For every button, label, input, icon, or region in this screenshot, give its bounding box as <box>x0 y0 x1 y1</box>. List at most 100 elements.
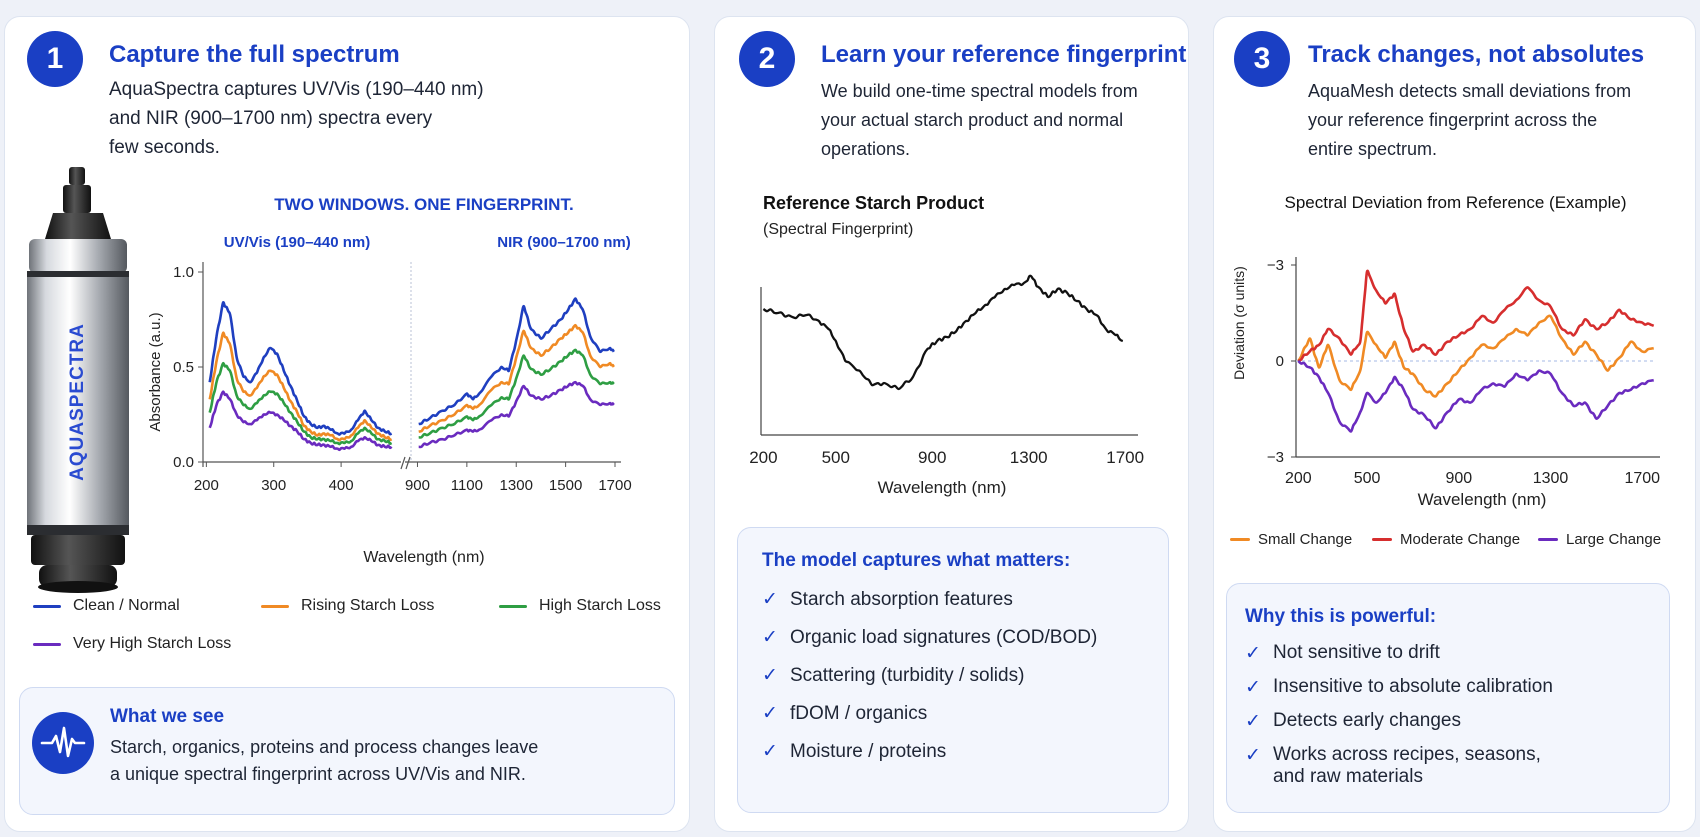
step-description: AquaSpectra captures UV/Vis (190–440 nm)… <box>109 79 484 158</box>
chart-title: TWO WINDOWS. ONE FINGERPRINT. <box>274 195 573 214</box>
legend-swatch <box>1230 538 1250 541</box>
x-tick-label: 500 <box>822 448 850 467</box>
checkmark-icon: ✓ <box>762 703 778 724</box>
check-item-label: Moisture / proteins <box>790 741 947 762</box>
legend-very-high-starch-loss: Very High Starch Loss <box>33 635 231 653</box>
y-tick-label: 0 <box>1276 353 1284 370</box>
series-line-very-high-starch-loss <box>418 380 615 449</box>
y-tick-label: 1.0 <box>173 264 194 281</box>
legend-high-starch-loss: High Starch Loss <box>499 597 661 615</box>
x-tick-label: 1100 <box>451 477 483 494</box>
x-tick-label: 1700 <box>598 477 631 494</box>
legend-moderate-change: Moderate Change <box>1372 531 1520 548</box>
what-we-see-box: What we see Starch, organics, proteins a… <box>19 687 675 815</box>
step-number-badge: 1 <box>27 31 83 87</box>
series-line-clean-normal <box>418 297 615 426</box>
step-description: AquaMesh detects small deviations from y… <box>1308 81 1632 159</box>
step-number-badge: 3 <box>1234 31 1290 87</box>
checkmark-icon: ✓ <box>762 665 778 686</box>
step-title: Capture the full spectrum <box>109 41 400 68</box>
box-title: The model captures what matters: <box>762 550 1071 571</box>
legend-swatch <box>1372 538 1392 541</box>
model-features-list: ✓ Starch absorption features ✓ Organic load… <box>762 588 1097 778</box>
info-text: Starch, organics, proteins and process c… <box>110 737 539 784</box>
legend-label: Large Change <box>1566 531 1662 548</box>
legend-clean-normal: Clean / Normal <box>33 597 180 615</box>
legend-swatch <box>499 604 527 608</box>
checkmark-icon: ✓ <box>1245 677 1261 698</box>
legend-swatch <box>1538 538 1558 541</box>
legend-label: Small Change <box>1258 531 1353 548</box>
check-item-label: Scattering (turbidity / solids) <box>790 665 1025 686</box>
legend-rising-starch-loss: Rising Starch Loss <box>261 597 434 615</box>
legend-label: Moderate Change <box>1400 531 1521 548</box>
x-axis-label: Wavelength (nm) <box>878 478 1007 497</box>
checkmark-icon: ✓ <box>762 589 778 610</box>
waveform-icon <box>32 712 94 774</box>
x-tick-label: 200 <box>194 477 219 494</box>
check-item-label: Detects early changes <box>1273 710 1461 731</box>
reference-fingerprint-chart: 200 500 900 1300 1700 Wavelength (nm) <box>749 274 1144 497</box>
why-powerful-box: Why this is powerful: ✓ Not sensitive to … <box>1226 583 1670 813</box>
check-item-label: Not sensitive to drift <box>1273 642 1440 663</box>
check-list-item: ✓ Not sensitive to drift <box>1245 642 1553 665</box>
uvvis-nir-chart: TWO WINDOWS. ONE FINGERPRINT. UV/Vis (19… <box>147 195 632 566</box>
legend-swatch <box>33 642 61 646</box>
axis-break-mark <box>400 456 411 470</box>
series-line-rising-starch-loss <box>418 323 615 433</box>
x-tick-label: 900 <box>918 448 946 467</box>
x-tick-label: 400 <box>329 477 354 494</box>
check-list-item: ✓ fDOM / organics <box>762 702 1097 725</box>
series-line-clean-normal <box>208 301 393 436</box>
panel-capture-spectrum: 1 Capture the full spectrum AquaSpectra … <box>4 16 690 832</box>
panel-reference-fingerprint: 2 Learn your reference fingerprint We bu… <box>714 16 1189 832</box>
x-tick-label: 1300 <box>500 477 533 494</box>
step-number-badge: 2 <box>739 31 795 87</box>
legend-label: High Starch Loss <box>539 597 661 614</box>
check-list-item: ✓ Starch absorption features <box>762 588 1097 611</box>
x-tick-label: 1300 <box>1533 470 1569 487</box>
legend-label: Rising Starch Loss <box>301 597 435 614</box>
x-tick-label: 900 <box>405 477 430 494</box>
x-tick-label: 900 <box>1445 470 1472 487</box>
legend-large-change: Large Change <box>1538 531 1661 548</box>
reference-chart-subtitle: (Spectral Fingerprint) <box>763 221 914 238</box>
check-list-item: ✓ Moisture / proteins <box>762 740 1097 763</box>
series-line-rising-starch-loss <box>208 331 393 442</box>
x-tick-label: 200 <box>749 448 777 467</box>
benefits-list: ✓ Not sensitive to drift ✓ Insensitive to a… <box>1245 642 1553 799</box>
legend-label: Very High Starch Loss <box>73 635 232 652</box>
uvvis-window-title: UV/Vis (190–440 nm) <box>224 234 370 251</box>
model-captures-box: The model captures what matters: ✓ Starch… <box>737 527 1169 813</box>
step-title: Learn your reference fingerprint <box>821 41 1187 68</box>
check-list-item: ✓ Organic load signatures (COD/BOD) <box>762 626 1097 649</box>
x-tick-label: 500 <box>1354 470 1381 487</box>
y-tick-label: −3 <box>1267 257 1284 274</box>
check-item-label: Organic load signatures (COD/BOD) <box>790 627 1098 648</box>
check-list-item: ✓ Insensitive to absolute calibration <box>1245 676 1553 699</box>
check-item-label: Works across recipes, seasons, and raw m… <box>1273 744 1541 787</box>
legend-swatch <box>261 604 289 608</box>
step-title: Track changes, not absolutes <box>1308 41 1645 68</box>
y-tick-label: −3 <box>1267 449 1284 466</box>
y-tick-label: 0.5 <box>173 359 194 376</box>
x-axis-label: Wavelength (nm) <box>1418 490 1547 509</box>
reference-spectrum-line <box>762 274 1124 391</box>
x-axis-label: Wavelength (nm) <box>363 549 484 566</box>
box-title: Why this is powerful: <box>1245 606 1437 627</box>
x-tick-label: 1700 <box>1106 448 1144 467</box>
y-axis-label: Deviation (σ units) <box>1231 266 1247 380</box>
x-tick-label: 300 <box>261 477 286 494</box>
x-tick-label: 1700 <box>1624 470 1660 487</box>
info-title: What we see <box>110 706 225 727</box>
series-line-large-change <box>1297 359 1654 433</box>
checkmark-icon: ✓ <box>1245 745 1261 766</box>
legend-label: Clean / Normal <box>73 597 180 614</box>
legend-small-change: Small Change <box>1230 531 1352 548</box>
series-line-small-change <box>1297 314 1654 398</box>
checkmark-icon: ✓ <box>762 627 778 648</box>
series-line-moderate-change <box>1297 269 1655 363</box>
reference-chart-title: Reference Starch Product <box>763 193 985 213</box>
check-item-label: fDOM / organics <box>790 703 928 724</box>
